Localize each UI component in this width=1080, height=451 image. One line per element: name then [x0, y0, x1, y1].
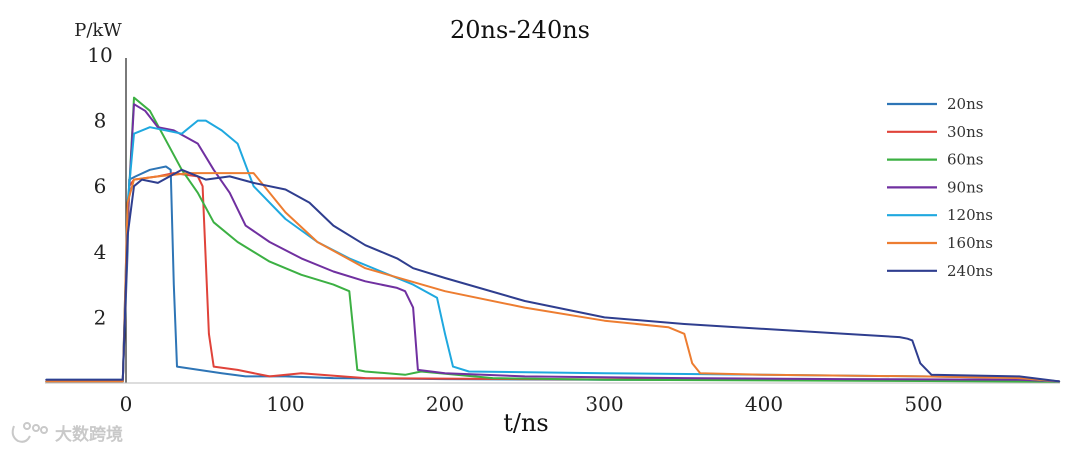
- legend-item: 20ns: [887, 95, 983, 113]
- y-tick-label: 4: [94, 240, 107, 264]
- watermark-logo-icon: [11, 422, 48, 443]
- series-line-90ns: [45, 103, 1061, 383]
- series-lines: [45, 96, 1061, 383]
- series-line-240ns: [45, 168, 1061, 383]
- legend-label: 240ns: [947, 262, 993, 280]
- legend-label: 60ns: [947, 151, 983, 169]
- y-tick-label: 10: [87, 43, 112, 67]
- x-tick-label: 300: [585, 392, 623, 416]
- x-tick-label: 100: [266, 392, 304, 416]
- x-tick-label: 500: [904, 392, 942, 416]
- watermark: 大数跨境: [11, 422, 123, 445]
- legend-item: 60ns: [887, 151, 983, 169]
- y-axis-label: P/kW: [74, 20, 122, 41]
- y-tick-label: 8: [94, 109, 107, 133]
- x-tick-label: 200: [426, 392, 464, 416]
- y-tick-label: 2: [94, 305, 107, 329]
- x-tick-label: 400: [745, 392, 783, 416]
- legend-label: 20ns: [947, 95, 983, 113]
- series-line-30ns: [45, 172, 1061, 383]
- series-line-20ns: [45, 165, 1061, 383]
- x-tick-labels: 0 100 200 300 400 500: [120, 392, 943, 416]
- legend: 20ns 30ns 60ns 90ns 120ns 160ns 240ns: [887, 95, 993, 280]
- series-line-160ns: [45, 172, 1061, 383]
- watermark-text: 大数跨境: [55, 424, 123, 445]
- legend-label: 120ns: [947, 206, 993, 224]
- legend-label: 160ns: [947, 234, 993, 252]
- legend-item: 30ns: [887, 123, 983, 141]
- x-axis-label: t/ns: [503, 409, 549, 437]
- chart-title: 20ns-240ns: [450, 16, 590, 44]
- legend-item: 240ns: [887, 262, 993, 280]
- legend-item: 90ns: [887, 178, 983, 196]
- x-tick-label: 0: [120, 392, 133, 416]
- y-tick-label: 6: [94, 174, 107, 198]
- series-line-120ns: [45, 119, 1061, 383]
- legend-item: 120ns: [887, 206, 993, 224]
- legend-label: 90ns: [947, 178, 983, 196]
- series-line-60ns: [45, 96, 1061, 383]
- y-tick-labels: 2 4 6 8 10: [87, 43, 112, 329]
- legend-item: 160ns: [887, 234, 993, 252]
- legend-label: 30ns: [947, 123, 983, 141]
